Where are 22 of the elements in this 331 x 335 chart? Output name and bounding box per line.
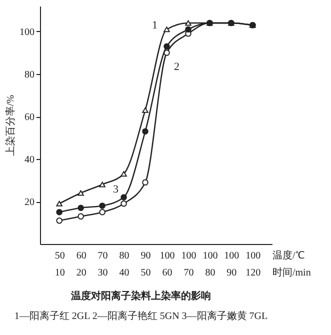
x-tick-label: 100 80 [202,250,218,278]
x-tick-label: 50 10 [54,250,65,278]
y-tick-label: 40 [24,154,34,166]
x-tick-label: 70 30 [98,250,108,278]
x-tick-label: 100 60 [160,250,175,278]
y-tick-label: 60 [24,112,34,123]
x-tick-label: 60 20 [76,250,86,278]
x-tick-label: 90 50 [140,250,151,278]
text: 温度对阳离子染料上染率的影响 [70,290,211,302]
x-tick-label: 100 120 [246,250,261,278]
y-axis-title: 上染百分率/% [4,94,16,156]
series-label: 2 [174,60,180,73]
x-tick-label: 100 90 [224,250,240,278]
text: 1—阳离子红 2GL 2—阳离子艳红 5GN 3—阳离子嫩黄 7GL [14,310,268,322]
y-tick-label: 100 [20,27,34,38]
x-tick-label: 80 40 [119,250,130,278]
series-label: 3 [113,183,120,196]
y-tick-label: 80 [24,70,34,80]
y-tick-label: 20 [24,197,34,208]
x-tick-label: 100 70 [181,250,196,278]
series-label: 1 [152,19,158,32]
x-axis-title: 温度/℃ 时间/min [272,250,311,278]
